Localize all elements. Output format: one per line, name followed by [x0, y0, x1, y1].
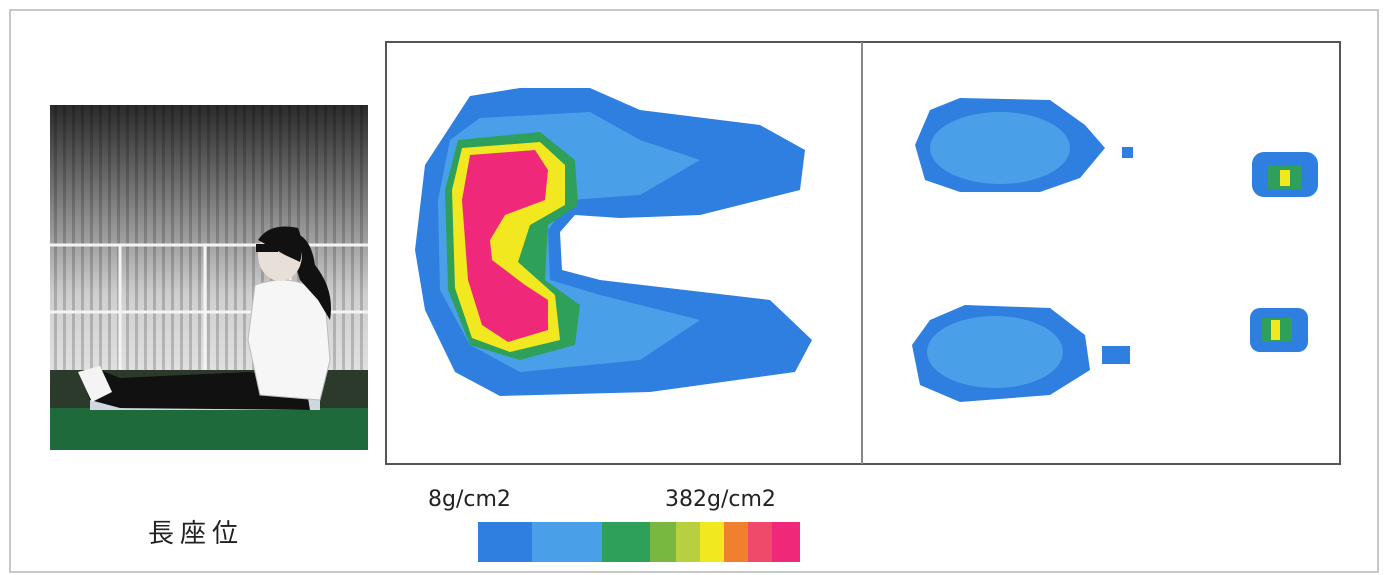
scale-max-label: 382g/cm2: [665, 487, 776, 512]
photo: [50, 105, 368, 450]
caption: 長座位: [148, 519, 244, 549]
pressure-map: [386, 42, 1340, 464]
figure-canvas: 8g/cm2 382g/cm2 長座位: [0, 0, 1387, 575]
figure: 8g/cm2 382g/cm2 長座位: [0, 0, 1387, 575]
scale-min-label: 8g/cm2: [428, 487, 511, 512]
color-scale: [478, 522, 800, 562]
